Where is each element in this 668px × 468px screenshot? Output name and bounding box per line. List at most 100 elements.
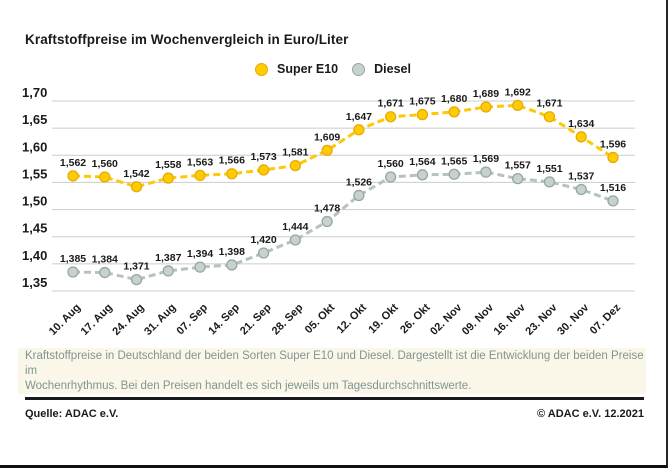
data-point-label: 1,566: [219, 155, 245, 167]
data-point: [257, 164, 270, 176]
data-point-label: 1,634: [568, 118, 594, 130]
data-point-label: 1,420: [250, 234, 276, 246]
data-point-label: 1,565: [441, 155, 467, 167]
data-point: [162, 172, 174, 184]
x-tick-label: 16. Nov: [492, 301, 529, 338]
data-point-label: 1,564: [409, 156, 435, 168]
data-point: [289, 234, 302, 246]
footer: Quelle: ADAC e.V. © ADAC e.V. 12.2021: [25, 408, 644, 420]
chart-legend: Super E10 Diesel: [0, 62, 666, 76]
data-point-label: 1,551: [536, 163, 562, 175]
data-point: [384, 171, 397, 183]
data-point: [130, 273, 143, 286]
legend-label-super-e10: Super E10: [277, 62, 339, 76]
data-point: [194, 169, 206, 182]
page-title: Kraftstoffpreise im Wochenvergleich in E…: [25, 32, 349, 47]
data-point-label: 1,387: [155, 252, 181, 264]
data-point: [353, 189, 365, 202]
x-tick-label: 31. Aug: [142, 302, 178, 338]
legend-label-diesel: Diesel: [374, 62, 411, 76]
data-point: [67, 266, 79, 278]
data-point: [384, 111, 397, 123]
data-point-label: 1,560: [92, 158, 118, 170]
x-tick-label: 10. Aug: [47, 302, 83, 338]
data-point: [321, 215, 333, 228]
data-point: [607, 195, 619, 207]
data-point: [162, 265, 174, 277]
data-point-label: 1,560: [378, 158, 404, 170]
x-tick-label: 28. Sep: [270, 301, 306, 337]
data-point: [194, 261, 206, 273]
x-tick-label: 07. Dez: [588, 301, 624, 337]
data-point-label: 1,526: [346, 176, 372, 188]
legend-item-super-e10: Super E10: [255, 62, 338, 76]
data-point: [543, 176, 556, 188]
x-tick-label: 07. Sep: [174, 301, 210, 337]
data-point-label: 1,562: [60, 157, 86, 169]
data-point: [353, 124, 365, 136]
caption-line-1: Kraftstoffpreise in Deutschland der beid…: [25, 349, 644, 377]
data-point: [99, 266, 111, 279]
data-point-label: 1,385: [60, 253, 86, 265]
diesel-dot-icon: [352, 62, 366, 76]
caption-band: Kraftstoffpreise in Deutschland der beid…: [18, 348, 646, 394]
data-point: [257, 247, 270, 259]
y-tick-label: 1,35: [22, 275, 47, 290]
data-point: [226, 168, 238, 180]
y-tick-label: 1,55: [22, 166, 47, 181]
data-point-label: 1,671: [378, 98, 404, 110]
data-point-label: 1,569: [473, 153, 499, 165]
x-tick-label: 09. Nov: [460, 301, 497, 338]
data-point-label: 1,689: [473, 88, 499, 100]
data-point-label: 1,371: [123, 261, 149, 273]
super-e10-dot-icon: [255, 62, 268, 76]
data-point: [289, 159, 302, 172]
caption-text: Kraftstoffpreise in Deutschland der beid…: [18, 349, 646, 394]
data-point: [512, 172, 524, 185]
data-point-label: 1,596: [600, 138, 626, 150]
data-point: [448, 168, 460, 180]
legend-item-diesel: Diesel: [352, 62, 411, 76]
data-point-label: 1,444: [282, 221, 308, 233]
data-point: [448, 106, 460, 118]
y-tick-label: 1,60: [22, 139, 47, 154]
data-point: [416, 169, 429, 181]
x-tick-label: 26. Okt: [398, 301, 433, 336]
x-tick-label: 05. Okt: [303, 301, 338, 336]
data-point-label: 1,573: [250, 151, 276, 163]
x-tick-label: 19. Okt: [366, 301, 401, 336]
x-tick-label: 12. Okt: [335, 301, 370, 336]
data-point-label: 1,384: [92, 254, 118, 266]
x-tick-label: 17. Aug: [79, 302, 115, 338]
x-tick-label: 23. Nov: [523, 301, 560, 338]
data-point: [543, 111, 556, 123]
data-point: [321, 144, 333, 157]
data-point: [130, 181, 143, 193]
data-point-label: 1,692: [505, 88, 531, 98]
data-point: [607, 151, 619, 164]
data-point: [575, 183, 587, 196]
y-tick-label: 1,70: [22, 88, 47, 100]
data-point-label: 1,680: [441, 93, 467, 105]
y-tick-label: 1,65: [22, 112, 47, 127]
data-point-label: 1,581: [282, 147, 308, 159]
x-tick-label: 21. Sep: [238, 301, 274, 337]
y-tick-label: 1,40: [22, 248, 47, 263]
data-point-label: 1,557: [505, 160, 531, 172]
data-point: [67, 170, 79, 182]
x-tick-label: 14. Sep: [206, 301, 242, 337]
data-point-label: 1,558: [155, 159, 181, 171]
data-point-label: 1,398: [219, 246, 245, 258]
data-point-label: 1,542: [123, 168, 149, 180]
data-point: [575, 131, 587, 143]
data-point: [226, 259, 238, 271]
series-line-super-e10: [72, 103, 614, 189]
source-label: Quelle: ADAC e.V.: [25, 408, 119, 420]
caption-line-2: Wochenrhythmus. Bei den Preisen handelt …: [25, 379, 472, 392]
data-point: [480, 101, 492, 113]
data-point-label: 1,537: [568, 170, 594, 182]
data-point-label: 1,647: [346, 111, 372, 123]
x-tick-label: 02. Nov: [428, 301, 465, 338]
